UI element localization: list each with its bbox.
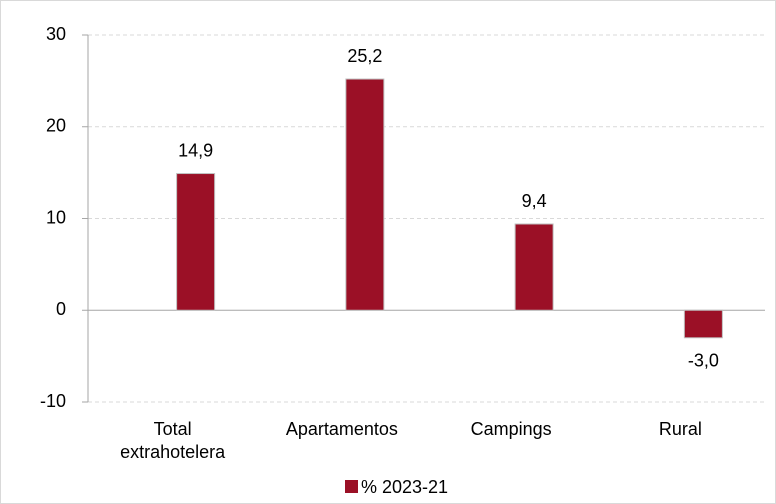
bar bbox=[514, 223, 554, 311]
x-tick-label: Apartamentos bbox=[286, 419, 398, 439]
legend-label: % 2023-21 bbox=[361, 477, 448, 497]
y-tick-label: 30 bbox=[46, 24, 66, 44]
bar bbox=[345, 78, 385, 311]
x-tick-label: Rural bbox=[659, 419, 702, 439]
y-tick-label: -10 bbox=[40, 391, 66, 411]
x-tick-label: Total extrahotelera bbox=[120, 419, 226, 462]
data-label: 25,2 bbox=[347, 46, 382, 66]
y-tick-label: 0 bbox=[56, 299, 66, 319]
y-tick-label: 20 bbox=[46, 116, 66, 136]
data-label: 14,9 bbox=[178, 140, 213, 160]
bar bbox=[683, 309, 723, 339]
data-label: -3,0 bbox=[688, 351, 719, 371]
bar bbox=[176, 173, 216, 311]
x-tick-label: Campings bbox=[471, 419, 552, 439]
y-tick-label: 10 bbox=[46, 207, 66, 227]
legend-swatch bbox=[345, 480, 358, 493]
data-label: 9,4 bbox=[522, 191, 547, 211]
